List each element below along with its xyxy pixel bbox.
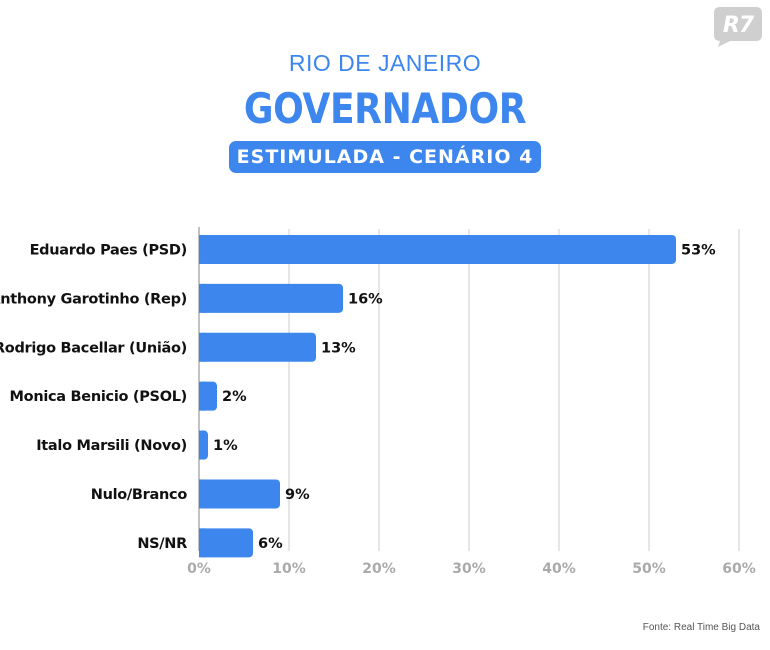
source-note: Fonte: Real Time Big Data [642, 622, 760, 633]
value-label: 16% [348, 291, 383, 307]
value-label: 2% [222, 389, 247, 405]
value-label: 1% [213, 438, 238, 454]
category-label: Eduardo Paes (PSD) [30, 242, 187, 258]
bar-left-edge [199, 479, 205, 509]
category-label: Italo Marsili (Novo) [36, 438, 187, 454]
bar [199, 234, 676, 264]
bar-left-edge [199, 234, 205, 264]
x-tick-label: 0% [187, 561, 211, 577]
value-label: 9% [285, 487, 310, 503]
value-label: 13% [321, 340, 356, 356]
scenario-badge: ESTIMULADA - CENÁRIO 4 [228, 141, 542, 173]
value-label: 6% [258, 536, 283, 552]
bar-left-edge [199, 381, 205, 411]
bar-left-edge [199, 528, 205, 558]
x-tick-label: 40% [542, 561, 576, 577]
category-label: Rodrigo Bacellar (União) [0, 340, 187, 356]
bar [199, 479, 280, 509]
category-label: Anthony Garotinho (Rep) [0, 291, 187, 307]
bar-left-edge [199, 332, 205, 362]
r7-logo-text: R7 [722, 12, 754, 38]
bar [199, 528, 253, 558]
category-label: Nulo/Branco [91, 487, 188, 503]
x-tick-label: 10% [272, 561, 306, 577]
bar-left-edge [199, 283, 205, 313]
category-label: Monica Benicio (PSOL) [10, 389, 187, 405]
bar [199, 332, 316, 362]
x-tick-label: 60% [722, 561, 756, 577]
category-label: NS/NR [137, 536, 187, 552]
x-tick-label: 20% [362, 561, 396, 577]
bar-left-edge [199, 430, 205, 460]
x-tick-label: 30% [452, 561, 486, 577]
x-tick-label: 50% [632, 561, 666, 577]
page-title: GOVERNADOR [243, 84, 527, 133]
region-label: RIO DE JANEIRO [288, 50, 482, 76]
bar [199, 283, 343, 313]
r7-logo-icon [714, 7, 762, 47]
value-label: 53% [681, 242, 716, 258]
